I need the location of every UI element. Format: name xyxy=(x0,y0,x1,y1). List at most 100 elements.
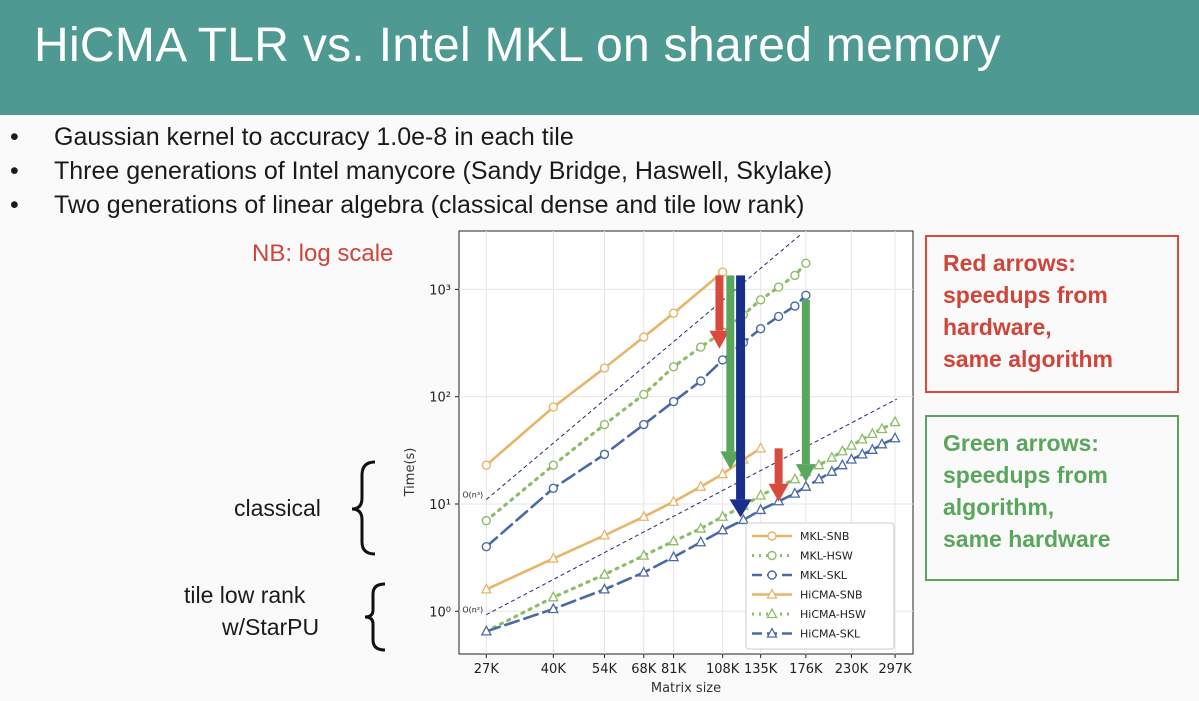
data-point xyxy=(638,566,650,577)
data-point xyxy=(789,487,801,498)
reference-line-label: O(n³) xyxy=(462,491,483,500)
data-point xyxy=(755,324,766,334)
bullet-text: Two generations of linear algebra (class… xyxy=(54,191,805,219)
data-point xyxy=(480,583,492,594)
data-point xyxy=(547,590,559,602)
series-mkl-hsw xyxy=(481,258,811,526)
data-point xyxy=(737,513,749,525)
data-point xyxy=(696,342,706,352)
x-tick-label: 27K xyxy=(474,662,500,677)
title-bar: HiCMA TLR vs. Intel MKL on shared memory xyxy=(0,0,1199,115)
arrow-head xyxy=(729,499,752,518)
x-tick-label: 297K xyxy=(878,662,912,677)
series-line xyxy=(485,270,724,467)
red-arrow xyxy=(709,275,730,349)
arrow-head xyxy=(720,451,741,470)
data-point xyxy=(547,602,559,614)
series-line xyxy=(485,294,808,548)
green-arrows-box: Green arrows: speedups from algorithm, s… xyxy=(925,415,1179,581)
data-point xyxy=(845,453,858,464)
red-arrow xyxy=(768,448,789,502)
data-point xyxy=(717,355,728,365)
legend-label: HiCMA-HSW xyxy=(800,608,866,621)
legend-marker xyxy=(766,588,778,599)
data-point xyxy=(836,444,848,456)
data-point xyxy=(801,290,811,301)
x-tick-label: 40K xyxy=(541,662,567,677)
classical-label: classical xyxy=(234,495,321,521)
data-point xyxy=(813,472,825,484)
data-point xyxy=(695,522,707,533)
data-point xyxy=(826,451,838,462)
x-tick-label: 176K xyxy=(789,662,823,677)
y-tick-label: 10³ xyxy=(429,283,451,298)
legend-label: HiCMA-SNB xyxy=(800,589,863,602)
data-point xyxy=(876,422,888,434)
data-point xyxy=(481,515,492,526)
tlr-label-line1: tile low rank xyxy=(184,582,306,608)
data-point xyxy=(599,363,610,373)
data-point xyxy=(548,483,559,494)
data-point xyxy=(668,495,680,506)
data-point xyxy=(548,460,559,470)
bullet-text: Gaussian kernel to accuracy 1.0e-8 in ea… xyxy=(54,123,574,151)
data-point xyxy=(826,465,838,476)
data-point xyxy=(638,510,650,521)
data-point xyxy=(668,362,679,372)
data-point xyxy=(889,415,901,427)
data-point xyxy=(668,396,679,407)
data-point xyxy=(889,431,901,443)
reference-lines: O(n³) O(n²) xyxy=(462,234,897,616)
bullet-text: Three generations of Intel manycore (San… xyxy=(54,157,833,185)
data-point xyxy=(481,541,492,552)
green-arrow xyxy=(795,299,816,483)
data-point xyxy=(866,443,878,454)
log-scale-note: NB: log scale xyxy=(252,240,394,267)
bullet-symbol: • xyxy=(10,123,19,151)
legend-label: MKL-SNB xyxy=(800,530,849,543)
x-axis-label: Matrix size xyxy=(651,681,721,696)
arrow-head xyxy=(768,483,789,502)
data-point xyxy=(755,295,766,305)
legend-marker xyxy=(766,627,778,638)
data-point xyxy=(789,472,801,484)
data-point xyxy=(800,480,812,491)
data-point xyxy=(695,480,707,491)
x-tick-label: 81K xyxy=(661,662,687,677)
legend-marker xyxy=(766,607,778,619)
classical-brace xyxy=(351,460,376,556)
arrow-shaft xyxy=(715,275,724,331)
navy-arrow xyxy=(729,275,752,518)
data-point xyxy=(668,534,680,546)
reference-line xyxy=(486,234,801,500)
data-point xyxy=(717,523,729,535)
data-point xyxy=(639,389,649,400)
legend-marker xyxy=(767,531,777,541)
data-point xyxy=(790,301,800,311)
data-point xyxy=(866,427,878,439)
green-arrow xyxy=(720,275,741,470)
y-tick-label: 10⁰ xyxy=(429,605,451,620)
arrow-shaft xyxy=(774,448,783,484)
arrow-shaft xyxy=(736,275,746,500)
data-point xyxy=(598,568,611,579)
data-point xyxy=(598,528,611,540)
data-point xyxy=(845,439,858,450)
data-point xyxy=(755,441,767,453)
legend-marker xyxy=(767,570,777,580)
arrow-head xyxy=(795,464,816,483)
data-point xyxy=(717,510,729,521)
data-point xyxy=(856,447,868,459)
data-point xyxy=(481,460,492,470)
data-point xyxy=(813,458,825,470)
data-point xyxy=(668,308,679,318)
data-point xyxy=(876,437,888,449)
legend-label: HiCMA-SKL xyxy=(800,628,861,641)
x-tick-label: 54K xyxy=(592,662,618,677)
legend-label: MKL-SKL xyxy=(800,569,848,582)
data-point xyxy=(801,258,811,269)
data-point xyxy=(598,583,611,594)
reference-line-label: O(n²) xyxy=(462,606,483,615)
data-point xyxy=(480,624,492,636)
